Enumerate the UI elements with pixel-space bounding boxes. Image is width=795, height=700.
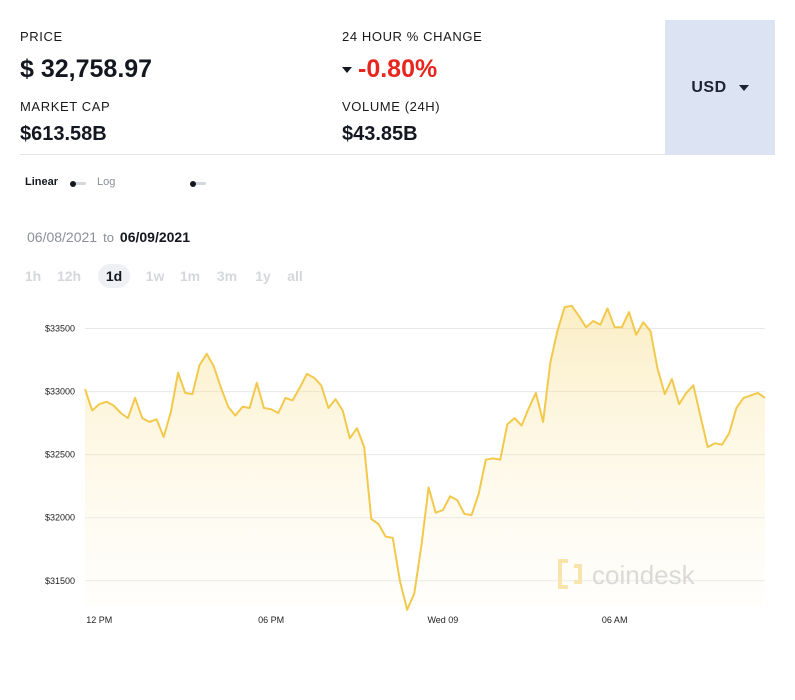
y-tick-label: $33500 [45,324,75,334]
tab-3m[interactable]: 3m [216,268,238,284]
header-divider [20,154,665,155]
change-value-row: -0.80% [342,55,437,84]
volume-value: $43.85B [342,123,418,145]
x-axis-labels: 12 PM 06 PM Wed 09 06 AM [86,615,627,625]
tab-all[interactable]: all [287,268,303,284]
change-value: -0.80% [358,55,438,83]
volume-label: VOLUME (24H) [342,99,441,114]
market-cap-value: $613.58B [20,123,107,145]
y-tick-label: $33000 [45,387,75,397]
x-tick-label: 06 PM [258,615,284,625]
tab-12h[interactable]: 12h [56,268,82,284]
scale-log-label[interactable]: Log [97,176,116,188]
market-cap-label: MARKET CAP [20,99,111,114]
date-to[interactable]: 06/09/2021 [119,229,190,245]
y-axis-labels: $31500 $32000 $32500 $33000 $33500 [45,324,75,586]
price-label: PRICE [20,29,63,44]
y-tick-label: $32000 [45,513,75,523]
log-toggle-switch[interactable] [190,180,206,187]
date-from[interactable]: 06/08/2021 [27,229,98,245]
x-tick-label: 12 PM [86,615,112,625]
price-value: $ 32,758.97 [20,55,153,83]
currency-dropdown[interactable]: USD [665,20,775,155]
change-label: 24 HOUR % CHANGE [342,29,483,44]
x-tick-label: Wed 09 [427,615,458,625]
toggle-knob [190,180,196,187]
scale-toggle-switch[interactable] [70,180,86,187]
date-separator: to [103,230,114,245]
chevron-down-icon [738,84,749,91]
tab-1y[interactable]: 1y [255,268,271,284]
caret-down-icon [342,67,352,74]
toggle-knob [70,180,76,187]
x-tick-label: 06 AM [602,615,628,625]
tab-1w[interactable]: 1w [145,268,165,284]
price-area [85,305,765,610]
y-tick-label: $31500 [45,576,75,586]
date-range: 06/08/2021 to 06/09/2021 [27,229,190,245]
price-line [84,304,766,611]
y-tick-label: $32500 [45,450,75,460]
currency-label: USD [691,78,727,96]
tab-1d[interactable]: 1d [98,264,130,288]
scale-linear-label[interactable]: Linear [25,176,59,188]
tab-1m[interactable]: 1m [179,268,201,284]
tab-1h[interactable]: 1h [24,268,42,284]
